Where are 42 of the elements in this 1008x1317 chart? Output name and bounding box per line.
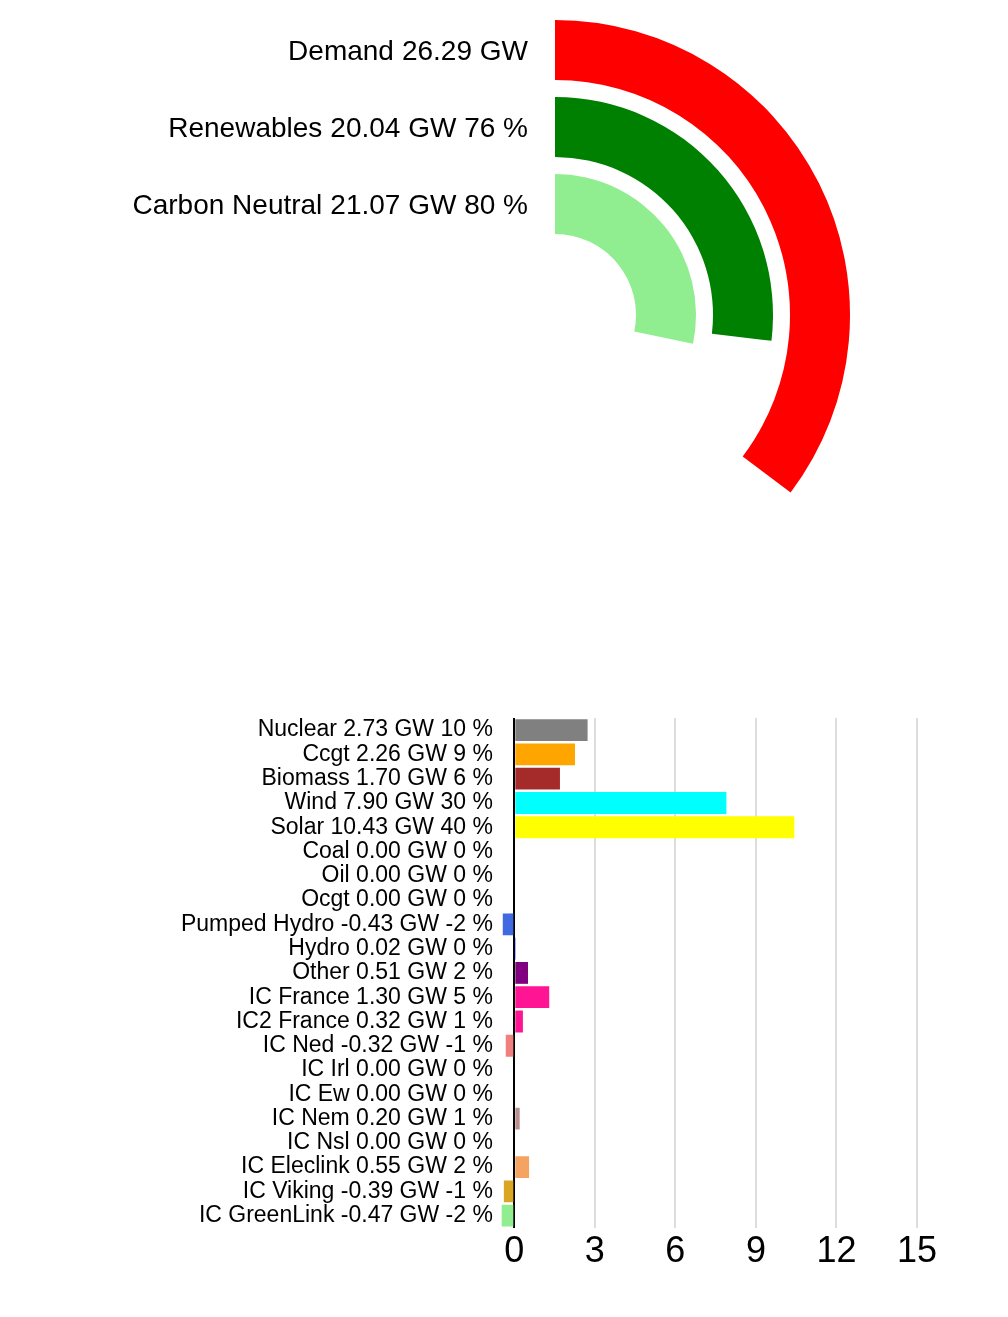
y-tick-label: IC Nem 0.20 GW 1 %: [271, 1103, 493, 1130]
y-tick-label: IC Nsl 0.00 GW 0 %: [287, 1128, 493, 1155]
bar: [515, 816, 795, 839]
bar: [515, 719, 588, 742]
category-label: Demand: [288, 34, 394, 66]
bar: [515, 767, 560, 790]
y-tick-label: Coal 0.00 GW 0 %: [302, 836, 493, 863]
y-tick-label: IC Eleclink 0.55 GW 2 %: [241, 1152, 493, 1179]
bar: [501, 1204, 514, 1227]
y-tick-label: IC Irl 0.00 GW 0 %: [301, 1055, 493, 1082]
y-tick-label: IC2 France 0.32 GW 1 %: [235, 1006, 493, 1033]
bar: [503, 1180, 514, 1203]
bar: [502, 913, 514, 936]
x-tick-label: 9: [745, 1229, 766, 1271]
category-label: Renewables: [168, 111, 323, 143]
y-tick-label: Oil 0.00 GW 0 %: [321, 861, 493, 888]
y-tick-label: Wind 7.90 GW 30 %: [284, 788, 493, 815]
y-tick-label: IC France 1.30 GW 5 %: [248, 982, 493, 1009]
data-label: 21.07 GW 80 %: [330, 188, 528, 220]
bar: [505, 1034, 514, 1057]
bar: [515, 792, 727, 814]
bar: [515, 743, 575, 766]
y-tick-label: Ocgt 0.00 GW 0 %: [301, 885, 493, 912]
bar: [515, 986, 550, 1009]
category-label: Carbon Neutral: [132, 188, 323, 220]
y-tick-label: Nuclear 2.73 GW 10 %: [257, 715, 493, 742]
data-label: 26.29 GW: [401, 34, 529, 66]
bar: [515, 1010, 523, 1033]
x-tick-label: 3: [584, 1229, 605, 1271]
x-tick-label: 15: [896, 1229, 938, 1271]
y-tick-label: IC Viking -0.39 GW -1 %: [242, 1176, 493, 1203]
bar: [515, 1156, 530, 1179]
y-tick-label: Ccgt 2.26 GW 9 %: [302, 739, 493, 766]
bar: [515, 1107, 520, 1130]
x-tick-label: 0: [504, 1229, 525, 1271]
y-tick-label: IC Ew 0.00 GW 0 %: [288, 1079, 493, 1106]
bar: [515, 961, 529, 984]
y-tick-label: Solar 10.43 GW 40 %: [270, 812, 493, 839]
y-tick-label: IC Ned -0.32 GW -1 %: [262, 1031, 493, 1058]
data-label: 20.04 GW 76 %: [330, 111, 528, 143]
x-tick-label: 12: [816, 1229, 857, 1271]
x-tick-label: 6: [665, 1229, 686, 1271]
